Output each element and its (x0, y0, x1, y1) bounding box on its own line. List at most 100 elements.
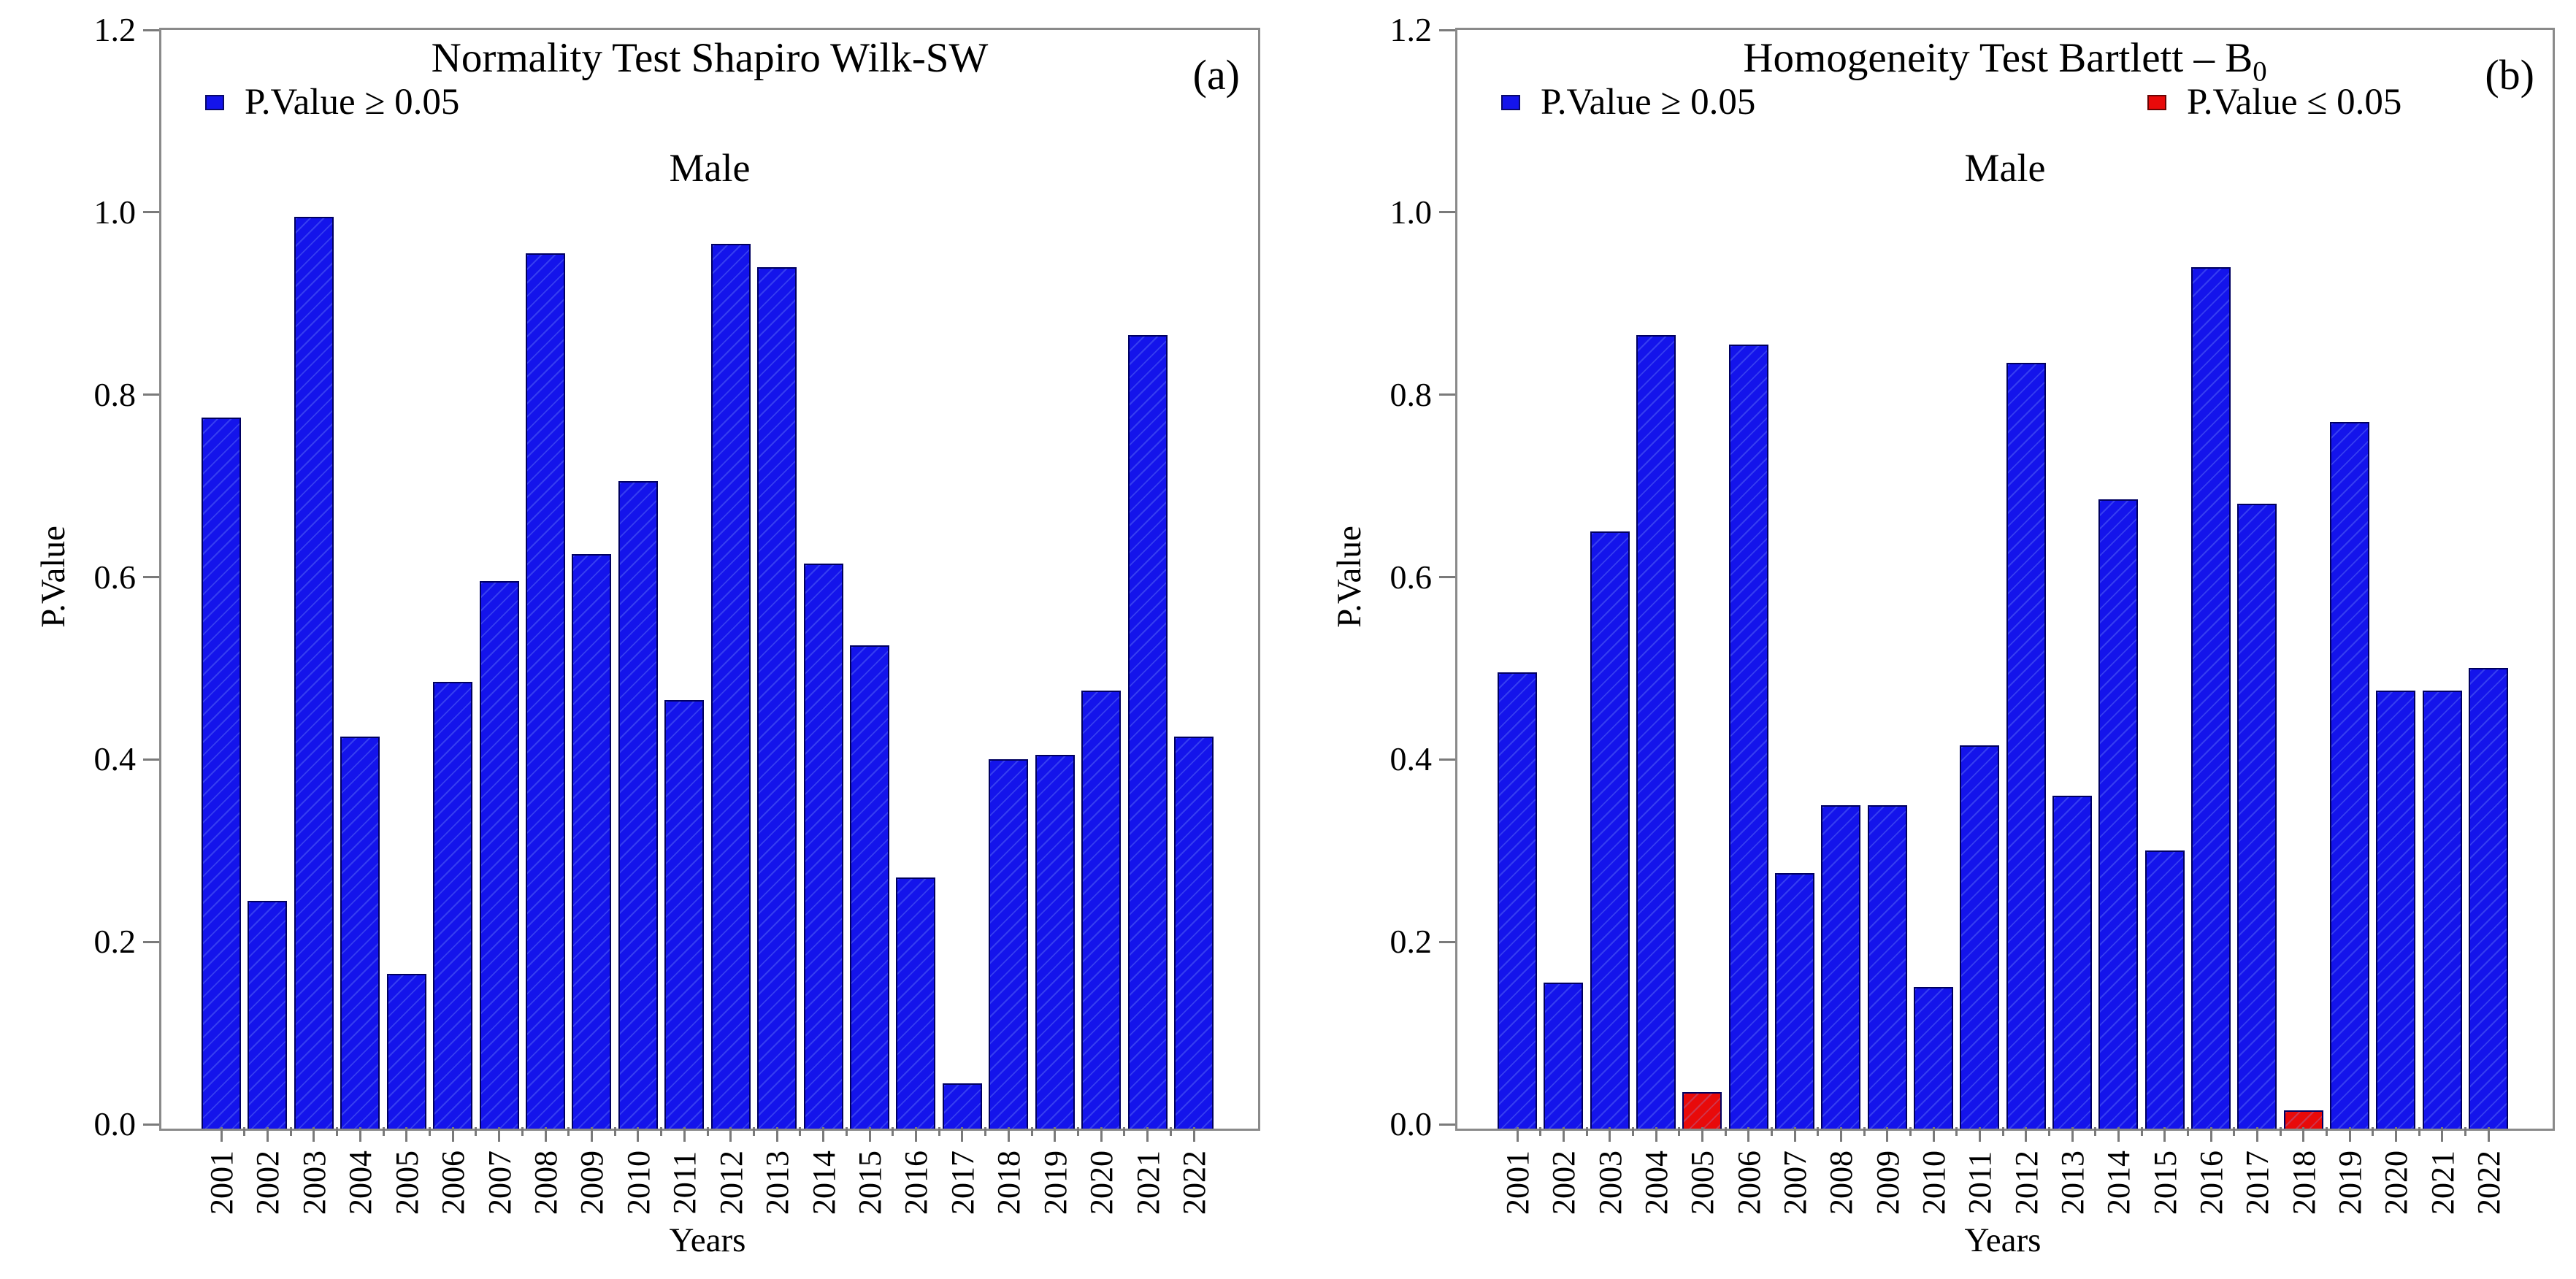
bar-2001 (1498, 672, 1537, 1129)
x-axis-minor-tick (2325, 1127, 2328, 1136)
x-axis-tick (2071, 1127, 2074, 1142)
x-axis-tick (637, 1127, 640, 1142)
bar-2020 (2376, 691, 2416, 1129)
y-axis-title: P.Value (1330, 526, 1368, 628)
panel-a-corner-label: (a) (1192, 51, 1240, 99)
y-axis-tick (1439, 28, 1455, 31)
x-tick-label-2005: 2005 (1684, 1151, 1720, 1215)
y-axis-tick (1439, 211, 1455, 214)
x-tick-label-2020: 2020 (1083, 1151, 1119, 1215)
x-tick-label-2015: 2015 (851, 1151, 888, 1215)
x-axis-minor-tick (1678, 1127, 1681, 1136)
x-axis-tick (729, 1127, 732, 1142)
bar-2001 (202, 418, 241, 1129)
x-axis-tick (266, 1127, 269, 1142)
bar-2003 (1590, 531, 1630, 1129)
y-axis-tick (143, 28, 159, 31)
legend-entry: P.Value ≥ 0.05 (1501, 82, 1755, 123)
y-axis-tick (143, 211, 159, 214)
x-axis-minor-tick (2186, 1127, 2189, 1136)
bar-2008 (526, 253, 565, 1129)
x-tick-label-2010: 2010 (620, 1151, 656, 1215)
x-axis-tick (2025, 1127, 2028, 1142)
bar-2002 (1544, 983, 1584, 1129)
bar-2007 (1775, 873, 1814, 1129)
bar-2018 (989, 759, 1029, 1129)
x-tick-label-2001: 2001 (1499, 1151, 1536, 1215)
y-axis-tick (143, 576, 159, 578)
bar-2019 (2330, 422, 2369, 1129)
bar-2009 (572, 554, 612, 1129)
x-tick-label-2008: 2008 (527, 1151, 564, 1215)
bar-2013 (2052, 796, 2092, 1129)
y-tick-label: 1.2 (93, 11, 137, 48)
panel-a-title: Normality Test Shapiro Wilk-SW (431, 35, 989, 81)
x-axis-tick (1978, 1127, 1981, 1142)
x-axis-tick (1886, 1127, 1889, 1142)
x-tick-label-2004: 2004 (1638, 1151, 1674, 1215)
x-axis-tick (2394, 1127, 2397, 1142)
x-axis-tick (2117, 1127, 2120, 1142)
x-axis-tick (2209, 1127, 2212, 1142)
x-tick-label-2013: 2013 (759, 1151, 795, 1215)
x-axis-minor-tick (2372, 1127, 2374, 1136)
bar-2011 (1960, 745, 2000, 1129)
bar-2017 (942, 1083, 982, 1129)
bar-2015 (2144, 850, 2185, 1129)
x-axis-minor-tick (1770, 1127, 1773, 1136)
bar-2012 (710, 244, 751, 1129)
x-axis-minor-tick (475, 1127, 478, 1136)
x-tick-label-2020: 2020 (2377, 1151, 2414, 1215)
bar-2006 (433, 682, 473, 1129)
x-axis-tick (1562, 1127, 1565, 1142)
x-axis-tick (2163, 1127, 2166, 1142)
x-axis-minor-tick (2418, 1127, 2420, 1136)
y-axis-tick (1439, 940, 1455, 943)
x-tick-label-2016: 2016 (2193, 1151, 2229, 1215)
x-tick-label-2003: 2003 (296, 1151, 332, 1215)
y-tick-label: 0.8 (1389, 375, 1433, 413)
x-axis-tick (683, 1127, 686, 1142)
x-axis-minor-tick (1123, 1127, 1126, 1136)
x-axis-minor-tick (521, 1127, 524, 1136)
x-axis-minor-tick (1955, 1127, 1958, 1136)
x-tick-label-2019: 2019 (2331, 1151, 2368, 1215)
x-axis-minor-tick (289, 1127, 292, 1136)
x-tick-label-2002: 2002 (1545, 1151, 1582, 1215)
panel-b-subtitle: Male (1964, 146, 2046, 190)
x-axis-minor-tick (660, 1127, 663, 1136)
x-tick-label-2008: 2008 (1822, 1151, 1859, 1215)
legend-label: P.Value ≥ 0.05 (1541, 82, 1756, 123)
x-axis-minor-tick (2140, 1127, 2143, 1136)
bar-2016 (896, 877, 936, 1129)
x-axis-minor-tick (984, 1127, 987, 1136)
x-tick-label-2018: 2018 (990, 1151, 1027, 1215)
x-axis-tick (1932, 1127, 1935, 1142)
x-tick-label-2014: 2014 (2100, 1151, 2136, 1215)
x-tick-label-2014: 2014 (805, 1151, 842, 1215)
bar-2018 (2283, 1110, 2323, 1129)
x-axis-minor-tick (799, 1127, 802, 1136)
bar-2008 (1821, 805, 1861, 1129)
bar-2005 (1682, 1092, 1722, 1129)
x-axis-tick (1192, 1127, 1195, 1142)
bar-2002 (248, 901, 288, 1129)
x-axis-minor-tick (336, 1127, 339, 1136)
x-axis-tick (405, 1127, 408, 1142)
y-axis-tick (143, 393, 159, 396)
bar-2004 (340, 737, 380, 1129)
x-axis-minor-tick (1909, 1127, 1912, 1136)
y-tick-label: 1.0 (1389, 193, 1433, 231)
legend-entry: P.Value ≥ 0.05 (205, 82, 459, 123)
x-axis-minor-tick (2001, 1127, 2004, 1136)
x-axis-tick (1701, 1127, 1703, 1142)
bar-2010 (618, 481, 658, 1129)
y-axis-tick (1439, 1123, 1455, 1126)
x-tick-label-2005: 2005 (388, 1151, 425, 1215)
y-tick-label: 0.0 (1389, 1105, 1433, 1142)
x-axis-tick (2487, 1127, 2490, 1142)
x-tick-label-2011: 2011 (666, 1151, 702, 1215)
x-axis-tick (2348, 1127, 2351, 1142)
x-axis-minor-tick (2464, 1127, 2466, 1136)
x-axis-minor-tick (243, 1127, 246, 1136)
